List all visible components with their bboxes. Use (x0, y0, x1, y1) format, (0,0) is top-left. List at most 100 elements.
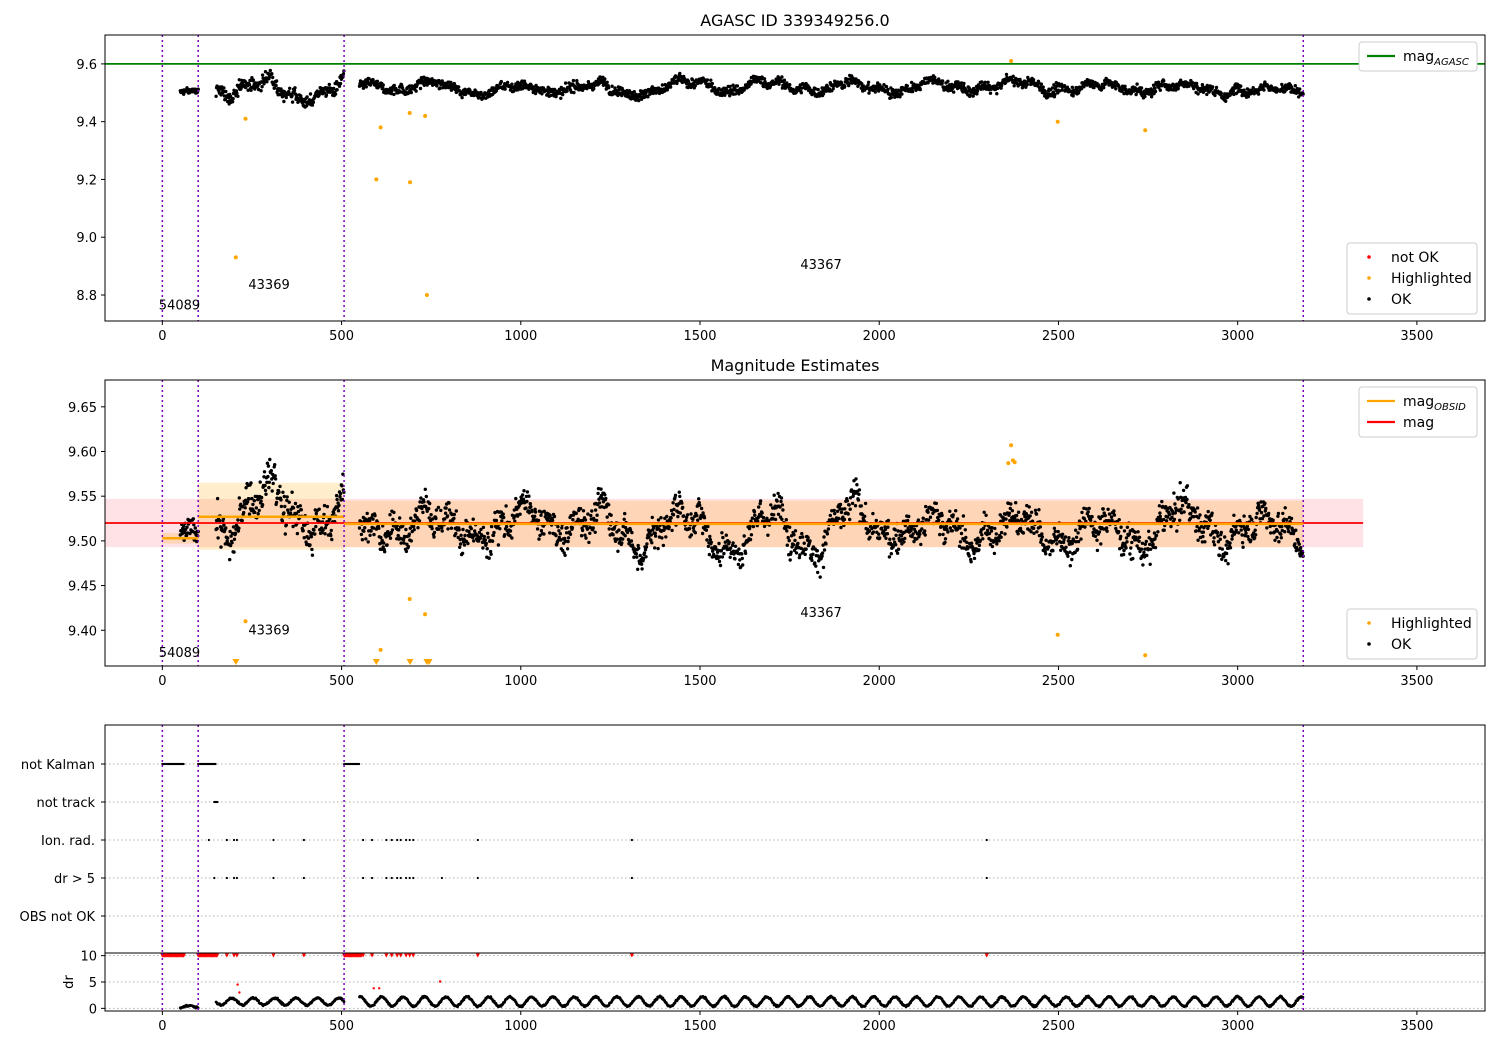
ok-point (1170, 515, 1174, 520)
ok-point (259, 89, 263, 93)
ok-point (1215, 530, 1220, 535)
ok-point (291, 524, 295, 529)
ok-point (1037, 508, 1041, 512)
ok-point (1275, 535, 1279, 540)
ok-point (1179, 507, 1183, 511)
ok-point (283, 504, 287, 509)
ok-point (623, 525, 628, 530)
ok-point (1135, 82, 1139, 86)
ok-point (504, 524, 509, 529)
ok-point (1198, 513, 1202, 517)
ok-point (777, 82, 781, 86)
x-tick-label: 0 (158, 329, 166, 344)
ok-point (988, 91, 993, 95)
ok-point (845, 499, 849, 503)
ok-point (788, 83, 792, 87)
legend-label: magAGASC (1403, 49, 1469, 68)
ok-point (737, 547, 741, 551)
ok-point (402, 541, 406, 545)
ok-point (263, 488, 268, 493)
ok-point (286, 508, 290, 512)
ok-point (1034, 512, 1039, 516)
ok-point (565, 89, 569, 93)
ok-point (430, 517, 435, 521)
ok-point (516, 514, 520, 518)
ok-point (989, 529, 994, 533)
ok-point (527, 511, 531, 515)
ok-point (1076, 531, 1080, 535)
ok-point (1240, 541, 1245, 545)
flag-point (370, 876, 374, 880)
ok-point (1241, 545, 1245, 549)
ok-point (1276, 514, 1280, 518)
ok-point (948, 509, 952, 513)
ok-point (446, 527, 450, 531)
ok-point (1055, 542, 1059, 546)
ok-point (965, 540, 969, 545)
ok-point (1127, 532, 1132, 536)
ok-point (1246, 527, 1251, 532)
ok-point (236, 94, 240, 99)
ok-point (368, 83, 373, 87)
flag-point (362, 876, 365, 880)
ok-point (1032, 531, 1036, 535)
ok-point (434, 508, 439, 512)
ok-point (330, 537, 334, 542)
highlighted-point (1143, 128, 1148, 133)
ok-point (874, 518, 878, 523)
ok-point (333, 92, 338, 96)
ok-point (492, 530, 496, 535)
ok-point (366, 540, 370, 544)
ok-point (615, 537, 620, 541)
ok-point (1245, 524, 1250, 529)
ok-point (968, 93, 972, 97)
ok-point (766, 519, 771, 523)
ok-point (237, 496, 241, 500)
ok-point (723, 93, 727, 97)
ok-point (756, 519, 760, 523)
ok-point (502, 515, 506, 520)
ok-point (530, 509, 534, 514)
ok-point (717, 559, 722, 564)
ok-point (447, 501, 451, 505)
ok-point (550, 518, 555, 523)
ok-point (1253, 528, 1257, 532)
ok-point (390, 528, 395, 532)
ok-point (1216, 540, 1221, 544)
highlighted-point (1012, 460, 1017, 465)
ok-point (505, 80, 510, 85)
ok-point (885, 532, 890, 536)
ok-point (420, 78, 424, 82)
ok-point (379, 535, 383, 540)
ok-point (268, 68, 272, 73)
ok-point (780, 75, 784, 79)
ok-point (1122, 91, 1126, 96)
ok-point (629, 539, 634, 543)
ok-point (452, 512, 456, 517)
ok-point (718, 563, 723, 568)
ok-point (706, 544, 711, 549)
ok-point (741, 563, 745, 567)
ok-point (978, 538, 982, 543)
ok-point (1265, 526, 1269, 530)
ok-point (484, 541, 488, 546)
ok-point (228, 529, 232, 534)
ok-point (1237, 531, 1241, 535)
ok-point (893, 95, 897, 99)
ok-point (793, 538, 797, 543)
ok-point (669, 516, 673, 520)
ok-point (784, 518, 788, 522)
ok-point (1232, 513, 1236, 517)
flag-point (399, 876, 402, 880)
ok-point (1050, 86, 1055, 90)
ok-point (637, 98, 641, 103)
ok-point (808, 539, 812, 543)
ok-point (1153, 537, 1157, 541)
ok-point (579, 534, 584, 538)
offscale-marker (406, 659, 414, 665)
ok-point (910, 89, 915, 94)
ok-point (999, 530, 1004, 535)
ok-point (182, 530, 187, 535)
ok-point (787, 538, 791, 543)
ok-point (752, 510, 757, 514)
